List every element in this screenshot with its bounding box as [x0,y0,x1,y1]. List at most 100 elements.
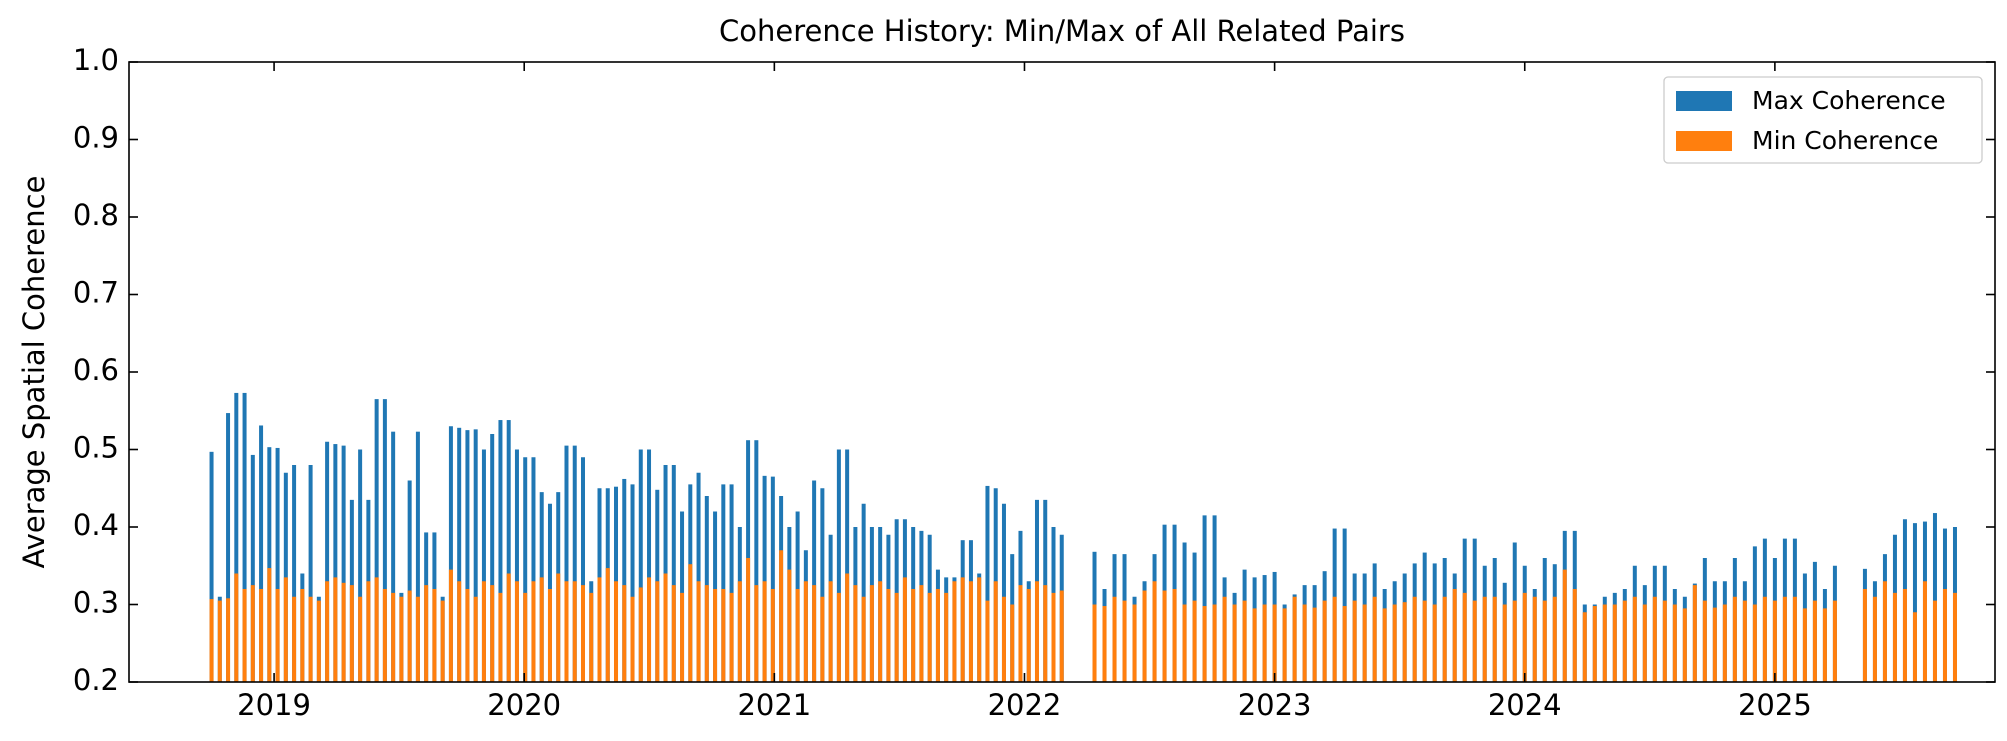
y-tick-label: 0.7 [73,276,119,310]
bar [935,589,940,682]
bar [878,581,883,682]
bar [1026,589,1031,682]
bar [803,581,808,682]
bar [1212,604,1217,682]
bar [861,596,866,682]
bar [580,585,585,682]
bar [1162,590,1167,682]
bar [481,581,486,682]
bar [713,589,718,682]
bar [1732,596,1737,682]
bar [1132,604,1137,682]
bar [415,596,420,682]
bar [845,449,850,682]
bar [1262,604,1267,682]
bar [1632,596,1637,682]
bar [836,592,841,682]
bar [985,485,990,682]
bar [944,592,949,682]
bar [506,573,511,682]
bar [589,592,594,682]
bar [1232,604,1237,682]
bar [985,600,990,682]
bar [424,585,429,682]
bar [952,581,957,682]
bar [597,577,602,682]
legend: Max Coherence Min Coherence [1663,76,1983,164]
bar [671,465,676,682]
bar [250,585,255,682]
bar [1043,585,1048,682]
bar [514,581,519,682]
bar [333,577,338,682]
bar [993,581,998,682]
bar [1010,604,1015,682]
bar [1512,600,1517,682]
bar [1192,600,1197,682]
bar [1942,589,1947,682]
bar [1302,604,1307,682]
bar [473,596,478,682]
bar [415,431,420,682]
y-tick-label: 0.8 [73,198,119,232]
bar [1652,596,1657,682]
bar [779,550,784,682]
bar [333,444,338,682]
bar [283,577,288,682]
bar [1001,503,1006,682]
bar [886,589,891,682]
bar [977,577,982,682]
bar [1642,604,1647,682]
bar [638,587,643,682]
bar [770,476,775,682]
bar [696,581,701,682]
y-tick-label: 0.6 [73,353,119,387]
bar [1542,600,1547,682]
bar [358,449,363,682]
bar [770,589,775,682]
bar [308,465,313,682]
bar [457,427,462,682]
bar [671,585,676,682]
bar [514,449,519,682]
bar [374,399,379,682]
bar [481,449,486,682]
bar [1382,608,1387,682]
bar [795,589,800,682]
bar [358,596,363,682]
bar [498,420,503,682]
bar [1102,606,1107,682]
bar [1802,608,1807,682]
bar [572,445,577,682]
bar [1059,590,1064,682]
bar [226,413,231,682]
bar [523,592,528,682]
x-tick-label: 2020 [487,688,561,722]
bar [1142,590,1147,682]
bar [242,392,247,682]
bar [894,592,899,682]
bar [1702,600,1707,682]
bar [1572,589,1577,682]
legend-label: Max Coherence [1752,86,1946,115]
bar [704,585,709,682]
bar [407,590,412,682]
bar [845,573,850,682]
x-tick-label: 2023 [1238,688,1312,722]
bar [242,589,247,682]
x-tick-label: 2019 [237,688,311,722]
bar [275,589,280,682]
bar [465,430,470,682]
bar [267,568,272,682]
bar [919,585,924,682]
bar [622,478,627,682]
bar [209,599,214,682]
bar [1692,585,1697,682]
bar [1402,602,1407,682]
bar [729,592,734,682]
bar [580,457,585,682]
bar [300,589,305,682]
bar [1682,608,1687,682]
bar [1742,600,1747,682]
